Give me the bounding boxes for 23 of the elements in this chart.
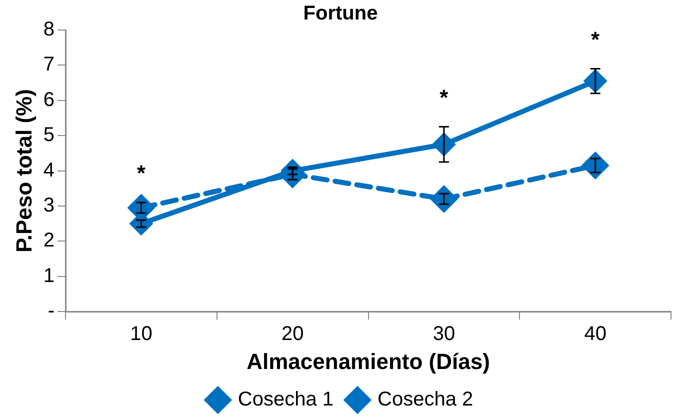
y-tick-label: 6 [43,88,55,111]
y-tick-label: 4 [43,159,55,182]
chart-title: Fortune [303,2,378,25]
y-tick-label: 2 [43,230,55,252]
annotation: * [591,26,600,52]
x-tick-label: 10 [130,323,152,346]
y-tick-label: 8 [43,18,55,41]
y-tick-label: 3 [43,194,55,217]
x-axis-title: Almacenamiento (Días) [246,348,490,374]
x-tick-label: 20 [281,323,304,346]
legend-label: Cosecha 1 [238,388,334,411]
point [581,152,610,180]
y-tick-label: 5 [43,124,55,146]
annotation: * [440,84,449,110]
y-tick-label: 1 [43,264,55,287]
y-axis-title: P.Peso total (%) [11,89,36,253]
y-tick-label: 7 [43,54,55,76]
point [430,184,458,213]
x-tick-label: 30 [432,323,456,346]
legend-label: Cosecha 2 [378,388,474,411]
annotation: * [136,160,146,186]
x-tick-label: 40 [584,323,606,346]
y-tick-label: - [48,300,55,322]
